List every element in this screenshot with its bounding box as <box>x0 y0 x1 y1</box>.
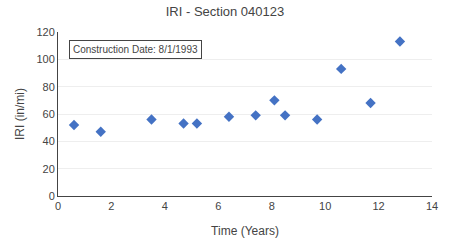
svg-text:120: 120 <box>36 26 54 38</box>
svg-text:80: 80 <box>43 81 55 93</box>
svg-text:2: 2 <box>108 200 114 212</box>
svg-text:10: 10 <box>319 200 331 212</box>
svg-text:4: 4 <box>162 200 168 212</box>
svg-text:12: 12 <box>372 200 384 212</box>
svg-text:Time (Years): Time (Years) <box>211 224 279 238</box>
svg-text:0: 0 <box>55 200 61 212</box>
svg-text:6: 6 <box>215 200 221 212</box>
svg-text:0: 0 <box>49 190 55 202</box>
svg-text:60: 60 <box>43 108 55 120</box>
svg-text:20: 20 <box>43 163 55 175</box>
svg-text:40: 40 <box>43 135 55 147</box>
svg-text:14: 14 <box>426 200 438 212</box>
svg-text:8: 8 <box>269 200 275 212</box>
svg-text:100: 100 <box>36 53 54 65</box>
svg-text:IRI (in/mi): IRI (in/mi) <box>13 88 27 140</box>
svg-text:IRI - Section 040123: IRI - Section 040123 <box>166 4 285 19</box>
svg-text:Construction Date: 8/1/1993: Construction Date: 8/1/1993 <box>73 44 198 55</box>
